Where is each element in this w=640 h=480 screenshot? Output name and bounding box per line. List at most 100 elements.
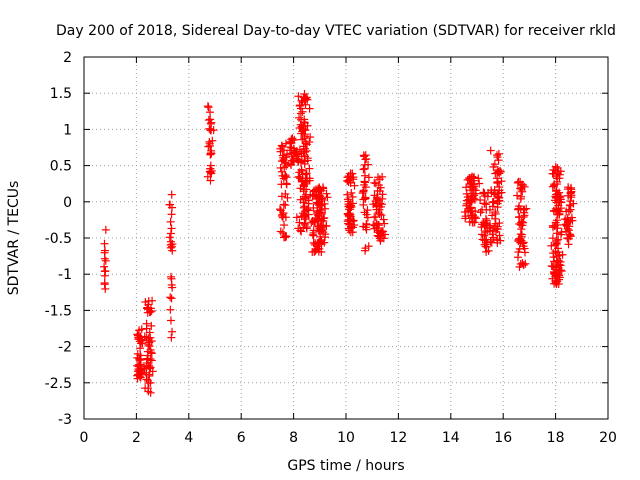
data-point: [556, 195, 565, 204]
data-point: [347, 223, 356, 232]
data-point: [480, 231, 489, 240]
data-point: [100, 239, 109, 248]
data-point: [296, 195, 305, 204]
data-point: [294, 157, 303, 166]
data-point: [136, 344, 145, 353]
data-point: [281, 172, 290, 181]
data-point: [466, 197, 475, 206]
data-point: [555, 209, 564, 218]
data-point: [316, 232, 325, 241]
data-point: [520, 248, 529, 257]
data-point: [347, 188, 356, 197]
data-point: [482, 216, 491, 225]
data-point: [166, 272, 175, 281]
data-point: [493, 179, 502, 188]
data-point: [549, 223, 558, 232]
data-point: [491, 214, 500, 223]
data-point: [147, 356, 156, 365]
data-point: [470, 213, 479, 222]
data-point: [467, 173, 476, 182]
data-point: [381, 230, 390, 239]
data-point: [552, 239, 561, 248]
data-point: [553, 220, 562, 229]
data-point: [146, 388, 155, 397]
data-point: [302, 224, 311, 233]
data-point: [148, 367, 157, 376]
data-point: [493, 222, 502, 231]
x-tick-label: 20: [599, 430, 617, 446]
data-point: [495, 196, 504, 205]
data-point: [491, 208, 500, 217]
data-point: [493, 151, 502, 160]
data-point: [301, 144, 310, 153]
data-point: [168, 283, 177, 292]
data-point: [145, 371, 154, 380]
data-point: [309, 226, 318, 235]
data-point: [519, 218, 528, 227]
data-point: [323, 193, 332, 202]
data-point: [348, 169, 357, 178]
data-point: [495, 231, 504, 240]
data-point: [306, 133, 315, 142]
data-point: [486, 237, 495, 246]
data-point: [554, 279, 563, 288]
data-point: [315, 184, 324, 193]
data-point: [466, 204, 475, 213]
data-point: [322, 189, 331, 198]
x-tick-label: 4: [184, 430, 193, 446]
y-tick-label: 0: [63, 195, 72, 211]
data-point: [166, 217, 175, 226]
data-point: [205, 139, 214, 148]
data-point: [322, 222, 331, 231]
data-point: [278, 228, 287, 237]
y-tick-label: 0.5: [50, 159, 72, 175]
data-point: [146, 354, 155, 363]
data-point: [468, 172, 477, 181]
data-point: [555, 266, 564, 275]
data-points: [100, 90, 578, 397]
data-point: [144, 338, 153, 347]
data-point: [359, 165, 368, 174]
data-point: [476, 195, 485, 204]
data-point: [378, 172, 387, 181]
y-tick-label: -2.5: [45, 376, 72, 392]
data-point: [206, 150, 215, 159]
y-tick-label: 1: [63, 122, 72, 138]
data-point: [513, 253, 522, 262]
data-point: [313, 206, 322, 215]
data-point: [321, 230, 330, 239]
data-point: [484, 246, 493, 255]
data-point: [564, 226, 573, 235]
data-point: [315, 194, 324, 203]
data-point: [363, 206, 372, 215]
data-point: [206, 176, 215, 185]
data-point: [548, 234, 557, 243]
data-point: [563, 233, 572, 242]
data-point: [207, 169, 216, 178]
data-point: [513, 178, 522, 187]
data-point: [554, 256, 563, 265]
data-point: [304, 206, 313, 215]
data-point: [298, 107, 307, 116]
data-point: [282, 180, 291, 189]
y-tick-label: -1.5: [45, 303, 72, 319]
data-point: [303, 156, 312, 165]
data-point: [275, 205, 284, 214]
data-point: [101, 225, 110, 234]
data-point: [513, 191, 522, 200]
data-point: [316, 185, 325, 194]
data-point: [480, 199, 489, 208]
y-axis-label: SDTVAR / TECUs: [6, 181, 22, 296]
data-point: [494, 189, 503, 198]
data-point: [300, 96, 309, 105]
data-point: [166, 316, 175, 325]
data-point: [277, 141, 286, 150]
data-point: [299, 122, 308, 131]
y-tick-label: 1.5: [50, 86, 72, 102]
data-point: [361, 155, 370, 164]
data-point: [308, 230, 317, 239]
y-tick-label: -3: [58, 412, 72, 428]
data-point: [147, 321, 156, 330]
x-tick-label: 10: [337, 430, 355, 446]
data-point: [305, 164, 314, 173]
